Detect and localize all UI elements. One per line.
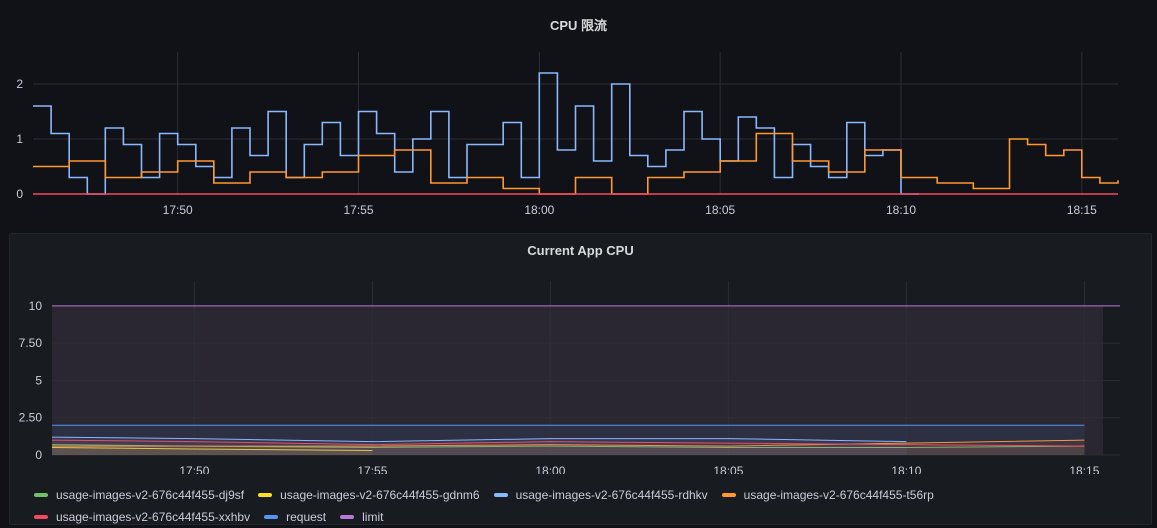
legend-label: usage-images-v2-676c44f455-rdhkv: [515, 488, 708, 502]
x-tick-label: 18:15: [1067, 203, 1097, 217]
y-tick-label: 7.50: [19, 336, 43, 350]
x-tick-label: 18:10: [891, 464, 921, 474]
x-tick-label: 17:50: [179, 464, 209, 474]
legend-swatch: [721, 493, 736, 497]
current-app-cpu-panel: Current App CPU 17:50 17:55 18:00 18:05 18:1…: [9, 233, 1152, 525]
x-tick-label: 18:05: [713, 464, 743, 474]
legend-label: usage-images-v2-676c44f455-xxhbv: [56, 510, 251, 524]
chart-legend: usage-images-v2-676c44f455-dj9sf usage-im…: [34, 484, 1134, 528]
y-tick-label: 2.50: [19, 411, 43, 425]
y-tick-label: 5: [35, 373, 42, 387]
series-usage-images-v2-676c44f455-rdhkv[interactable]: [51, 436, 907, 443]
legend-swatch: [34, 515, 48, 519]
x-tick-label: 18:00: [524, 203, 554, 217]
legend-swatch: [493, 493, 508, 497]
legend-item-limit[interactable]: limit: [340, 510, 383, 524]
panel-title[interactable]: CPU 限流: [549, 18, 608, 33]
legend-item-usage-images-v2-676c44f455-xxhbv[interactable]: usage-images-v2-676c44f455-xxhbv: [34, 510, 250, 524]
legend-label: request: [286, 510, 327, 524]
y-tick-label: 0: [16, 187, 23, 201]
y-tick-label: 2: [16, 77, 23, 91]
legend-swatch: [264, 515, 279, 519]
cpu-throttle-panel: CPU 限流 17:50 17:55 18:00 18:05 18:10 18:15 0 1 2: [0, 0, 1157, 228]
series-line-1[interactable]: [33, 72, 920, 195]
x-tick-label: 17:50: [163, 203, 193, 217]
legend-swatch: [258, 493, 273, 497]
series-usage-images-v2-676c44f455-t56rp-area: [52, 440, 1085, 455]
legend-swatch: [340, 515, 355, 519]
legend-label: usage-images-v2-676c44f455-gdnm6: [280, 488, 480, 502]
legend-item-usage-images-v2-676c44f455-dj9sf[interactable]: usage-images-v2-676c44f455-dj9sf: [34, 488, 244, 502]
legend-item-request[interactable]: request: [264, 510, 326, 524]
legend-label: usage-images-v2-676c44f455-dj9sf: [56, 488, 245, 502]
y-tick-label: 0: [35, 448, 42, 462]
legend-swatch: [34, 493, 48, 497]
series-usage-images-v2-676c44f455-t56rp[interactable]: [52, 439, 1085, 447]
x-tick-label: 18:10: [886, 203, 916, 217]
series-usage-images-v2-676c44f455-xxhbv[interactable]: [51, 439, 1085, 447]
legend-row: usage-images-v2-676c44f455-xxhbv request l…: [34, 506, 1134, 528]
y-tick-label: 1: [16, 132, 23, 146]
x-tick-label: 17:55: [357, 464, 387, 474]
x-tick-label: 17:55: [343, 203, 373, 217]
legend-item-usage-images-v2-676c44f455-t56rp[interactable]: usage-images-v2-676c44f455-t56rp: [721, 488, 934, 502]
cpu-throttle-chart[interactable]: 17:50 17:55 18:00 18:05 18:10 18:15 0 1 2: [0, 0, 1157, 228]
y-tick-label: 10: [29, 299, 43, 313]
legend-item-usage-images-v2-676c44f455-gdnm6[interactable]: usage-images-v2-676c44f455-gdnm6: [258, 488, 480, 502]
series-usage-images-v2-676c44f455-gdnm6[interactable]: [51, 447, 373, 451]
x-tick-label: 18:15: [1069, 464, 1099, 474]
legend-label: limit: [362, 510, 384, 524]
series-usage-images-v2-676c44f455-gdnm6-area: [52, 447, 373, 455]
current-app-cpu-chart[interactable]: 17:50 17:55 18:00 18:05 18:10 18:15 0 2.50 5 7.50…: [10, 234, 1151, 478]
x-tick-label: 18:05: [705, 203, 735, 217]
legend-item-usage-images-v2-676c44f455-rdhkv[interactable]: usage-images-v2-676c44f455-rdhkv: [493, 488, 708, 502]
series-usage-images-v2-676c44f455-rdhkv-area: [52, 437, 907, 455]
legend-row: usage-images-v2-676c44f455-dj9sf usage-im…: [34, 484, 1134, 506]
series-request-area: [52, 425, 1085, 455]
legend-label: usage-images-v2-676c44f455-t56rp: [743, 488, 934, 502]
panel-title[interactable]: Current App CPU: [527, 243, 634, 258]
x-tick-label: 18:00: [535, 464, 565, 474]
